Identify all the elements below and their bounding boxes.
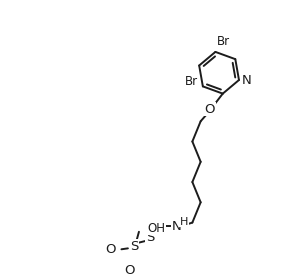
Text: O: O (124, 264, 135, 274)
Text: O: O (205, 103, 215, 116)
Text: OH: OH (147, 222, 165, 235)
Text: N: N (242, 73, 251, 87)
Text: O: O (105, 243, 116, 256)
Text: Br: Br (184, 75, 198, 88)
Text: Br: Br (217, 35, 230, 48)
Text: S: S (130, 240, 139, 253)
Text: H: H (180, 217, 188, 227)
Text: N: N (172, 220, 182, 233)
Text: S: S (146, 231, 154, 244)
